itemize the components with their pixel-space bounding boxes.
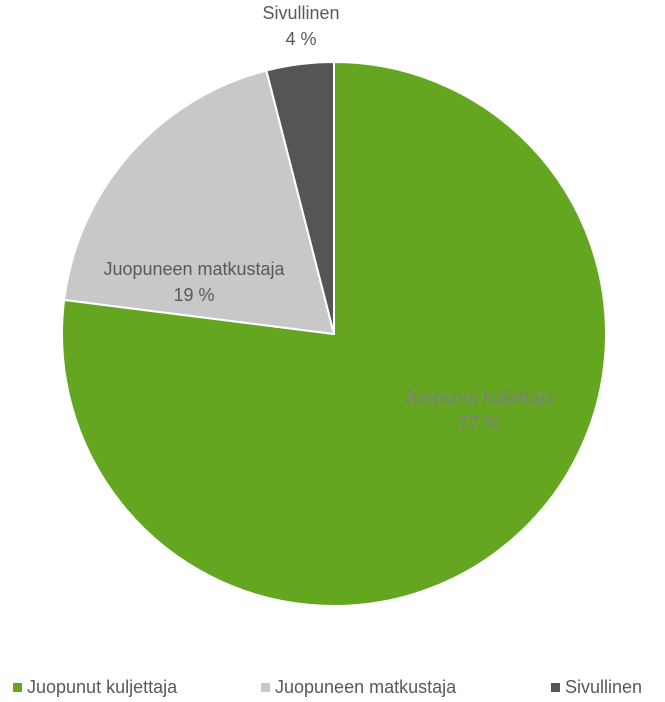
legend-label-juopunut-kuljettaja: Juopunut kuljettaja [27,677,178,697]
slice-label-juopuneen-matkustaja: Juopuneen matkustaja [103,259,285,279]
legend-item-sivullinen: Sivullinen [551,677,642,698]
pie-slices [61,61,607,607]
legend: Juopunut kuljettaja Juopuneen matkustaja… [0,677,665,699]
slice-value-sivullinen: 4 % [285,29,316,49]
legend-item-juopunut-kuljettaja: Juopunut kuljettaja [13,677,177,698]
legend-swatch-juopunut-kuljettaja [13,683,22,692]
pie-chart: Juopunut kuljettaja 77 % Juopuneen matkust… [61,3,607,607]
legend-label-sivullinen: Sivullinen [565,677,643,697]
slice-value-juopunut-kuljettaja: 77 % [458,413,499,433]
pie-slice-juopuneen-matkustaja [63,69,335,335]
pie-labels: Juopunut kuljettaja 77 % Juopuneen matkust… [103,3,555,433]
legend-label-juopuneen-matkustaja: Juopuneen matkustaja [275,677,457,697]
slice-value-juopuneen-matkustaja: 19 % [173,285,214,305]
slice-label-juopunut-kuljettaja: Juopunut kuljettaja [404,387,555,407]
legend-swatch-juopuneen-matkustaja [261,683,270,692]
slice-label-sivullinen: Sivullinen [262,3,339,23]
legend-item-juopuneen-matkustaja: Juopuneen matkustaja [261,677,456,698]
pie-slice-sivullinen [265,61,335,335]
legend-swatch-sivullinen [551,683,560,692]
